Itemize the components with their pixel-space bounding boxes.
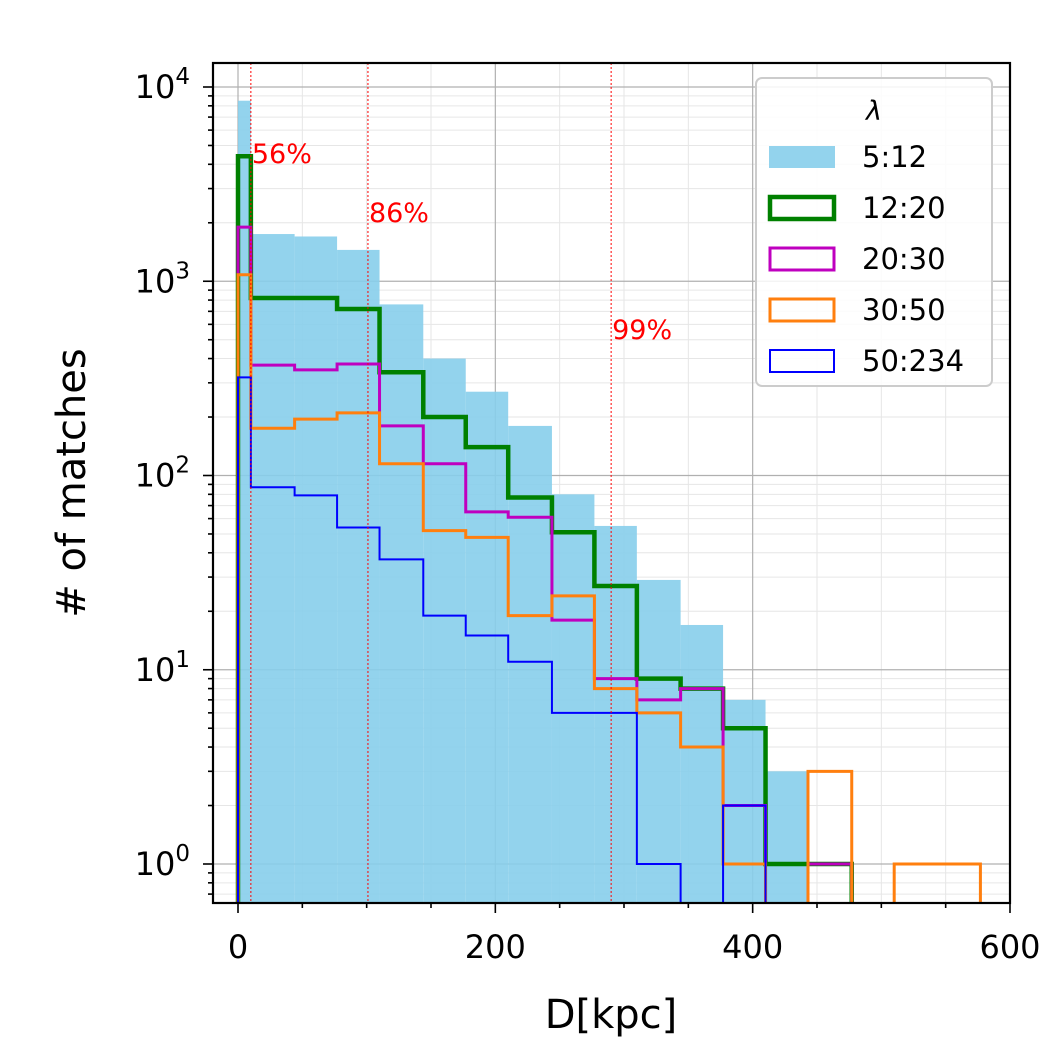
histogram-bar xyxy=(294,236,338,903)
histogram-bar xyxy=(551,494,595,903)
legend-label: 30:50 xyxy=(862,293,946,327)
x-axis: 0 200 400 600 xyxy=(228,903,1041,966)
legend-swatch xyxy=(768,297,836,323)
percentile-label: 99% xyxy=(612,315,672,346)
step-series-30-50 xyxy=(236,273,982,903)
x-tick-label: 400 xyxy=(722,928,783,966)
y-axis: 100 101 102 103 104 xyxy=(135,64,213,895)
x-tick-label: 0 xyxy=(228,928,248,966)
legend: λ 5:12 12:20 20:30 30:50 50:234 xyxy=(755,77,993,387)
y-tick-label: 103 xyxy=(135,258,190,300)
histogram-bar xyxy=(765,771,808,903)
plot-frame xyxy=(211,61,1012,905)
legend-label: 12:20 xyxy=(862,191,946,225)
y-tick-label: 100 xyxy=(135,841,190,883)
histogram-bar xyxy=(337,249,380,903)
histogram-bar xyxy=(250,234,295,903)
x-tick-label: 200 xyxy=(465,928,526,966)
y-tick-label: 104 xyxy=(135,64,190,106)
legend-swatch xyxy=(767,194,837,222)
percentile-label: 86% xyxy=(369,198,429,229)
histogram-bar xyxy=(680,624,724,903)
filled-histogram xyxy=(238,100,808,903)
histogram-bar xyxy=(423,358,466,903)
x-tick-label: 600 xyxy=(979,928,1040,966)
legend-swatch xyxy=(769,146,835,168)
histogram-bar xyxy=(508,425,552,903)
step-series-50-234 xyxy=(237,376,767,903)
legend-label: 5:12 xyxy=(862,140,927,174)
percentile-lines: 56% 86% 99% xyxy=(250,63,672,903)
y-tick-label: 102 xyxy=(135,453,190,495)
histogram-bar xyxy=(636,579,681,903)
y-axis-label: # of matches xyxy=(49,348,95,617)
percentile-label: 56% xyxy=(252,139,312,170)
histogram-bar xyxy=(379,304,424,903)
legend-label: 20:30 xyxy=(862,242,946,276)
legend-swatch xyxy=(768,246,836,272)
histogram-bar xyxy=(465,391,509,903)
y-tick-label: 101 xyxy=(135,647,190,689)
histogram-bar xyxy=(238,100,251,903)
step-histograms xyxy=(235,154,982,903)
legend-title: λ xyxy=(864,96,882,127)
legend-label: 50:234 xyxy=(862,344,964,378)
histogram-bar xyxy=(594,525,637,903)
histogram-bar xyxy=(723,699,766,903)
x-axis-label: D[kpc] xyxy=(545,992,678,1038)
legend-swatch xyxy=(769,349,835,373)
